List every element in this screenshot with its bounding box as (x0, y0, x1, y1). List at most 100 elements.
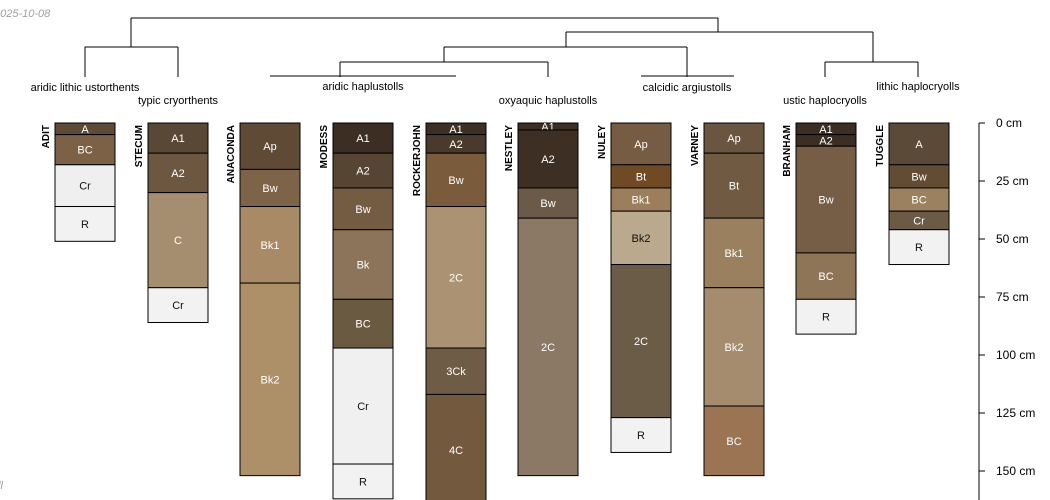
horizon-label: R (822, 312, 830, 324)
horizon-rockerjohn-2c (425, 206, 487, 349)
horizon-label: Bw (540, 198, 555, 210)
horizon-label: A2 (819, 135, 832, 147)
horizon-label: 2C (541, 342, 555, 354)
axis-tick-label: 0 cm (996, 116, 1022, 130)
horizon-label: Bk2 (725, 342, 744, 354)
horizon-label: Bt (729, 181, 739, 193)
horizon-modess-bc (332, 298, 394, 349)
profile-name: TUGGLE (875, 125, 886, 167)
horizon-label: A2 (541, 154, 554, 166)
horizon-label: Bw (911, 171, 926, 183)
group-label: calcidic argiustolls (643, 82, 732, 94)
horizon-label: Cr (172, 300, 184, 312)
profile-adit: A BC Cr R ADIT (41, 122, 116, 242)
group-label: lithic haplocryolls (876, 81, 960, 93)
profile-name: STECUM (134, 125, 145, 167)
profile-name: VARNEY (690, 125, 701, 166)
horizon-label: 2C (449, 272, 463, 284)
horizon-branham-bc (795, 252, 857, 300)
profile-name: MODESS (319, 125, 330, 169)
axis-tick-label: 150 cm (996, 464, 1035, 478)
profile-tuggle: A Bw BC Cr R TUGGLE (875, 122, 950, 266)
horizon-label: BC (911, 195, 926, 207)
horizon-label: R (915, 242, 923, 254)
horizon-varney-bt (703, 152, 765, 219)
horizon-label: 3Ck (446, 366, 466, 378)
horizon-anaconda-bw (239, 168, 301, 208)
profile-varney: Ap Bt Bk1 Bk2 BC VARNEY (690, 122, 765, 477)
horizon-label: R (359, 476, 367, 488)
horizon-nestley-bw (517, 187, 579, 219)
profile-stecum: A1 A2 C Cr STECUM (134, 122, 209, 324)
profile-nuley: Ap Bt Bk1 Bk2 2C R NULEY (597, 122, 672, 453)
horizon-label: R (81, 219, 89, 231)
horizon-label: A2 (449, 139, 462, 151)
horizon-label: A2 (356, 166, 369, 178)
axis-tick-label: 50 cm (996, 232, 1029, 246)
horizon-label: Bk1 (261, 240, 280, 252)
horizon-stecum-cr (147, 287, 209, 324)
horizon-anaconda-ap (239, 122, 301, 170)
horizon-branham-r (795, 298, 857, 335)
horizon-adit-bc (54, 134, 116, 166)
horizon-label: BC (77, 145, 92, 157)
horizon-tuggle-r (888, 229, 950, 266)
horizon-varney-ap (703, 122, 765, 154)
horizon-label: A1 (449, 124, 462, 136)
profile-name: NULEY (597, 125, 608, 159)
group-label: oxyaquic haplustolls (499, 95, 598, 107)
horizon-label: A2 (171, 168, 184, 180)
axis-tick-label: 125 cm (996, 406, 1035, 420)
horizon-label: BC (818, 271, 833, 283)
group-label: aridic lithic ustorthents (31, 82, 140, 94)
group-label: aridic haplustolls (322, 81, 404, 93)
corner-note: all (0, 480, 4, 492)
dendrogram (84, 17, 919, 77)
profile-name: ADIT (41, 125, 52, 148)
axis-tick-label: 75 cm (996, 290, 1029, 304)
horizon-anaconda-bk2 (239, 282, 301, 477)
horizon-label: Bw (262, 183, 277, 195)
horizon-label: Bk (357, 260, 370, 272)
horizon-label: R (637, 430, 645, 442)
horizon-label: Bw (818, 195, 833, 207)
horizon-label: 4C (449, 445, 463, 457)
horizon-label: Bw (448, 175, 463, 187)
horizon-label: Bk2 (261, 374, 280, 386)
horizon-branham-bw (795, 145, 857, 254)
horizon-label: BC (355, 319, 370, 331)
horizon-rockerjohn-bw (425, 152, 487, 208)
horizon-label: Ap (727, 133, 740, 145)
horizon-label: BC (726, 436, 741, 448)
group-label: ustic haplocryolls (783, 95, 867, 107)
profile-name: ROCKERJOHN (412, 125, 423, 196)
horizon-modess-cr (332, 347, 394, 465)
horizon-nuley-r (610, 417, 672, 453)
horizon-label: A (81, 124, 89, 136)
horizon-modess-r (332, 463, 394, 500)
horizon-nestley-2c (517, 217, 579, 477)
horizon-nestley-a2 (517, 129, 579, 189)
horizon-nuley-bk2 (610, 210, 672, 266)
horizon-adit-r (54, 206, 116, 242)
profile-modess: A1 A2 Bw Bk BC Cr R MODESS (319, 122, 394, 500)
axis-tick-label: 25 cm (996, 174, 1029, 188)
horizon-label: A1 (171, 133, 184, 145)
horizon-label: Bw (355, 204, 370, 216)
horizon-label: Bt (636, 171, 646, 183)
horizon-label: Ap (634, 139, 647, 151)
horizon-label: A1 (819, 124, 832, 136)
horizon-modess-a1 (332, 122, 394, 154)
profile-name: ANACONDA (226, 125, 237, 183)
group-label: typic cryorthents (138, 95, 219, 107)
horizon-label: Cr (913, 215, 925, 227)
horizon-label: Ap (263, 141, 276, 153)
horizon-anaconda-bk1 (239, 206, 301, 284)
horizon-label: Bk2 (632, 233, 651, 245)
horizon-label: Bk1 (725, 248, 744, 260)
horizon-nuley-ap (610, 122, 672, 166)
date-stamp: 2025-10-08 (0, 8, 51, 20)
